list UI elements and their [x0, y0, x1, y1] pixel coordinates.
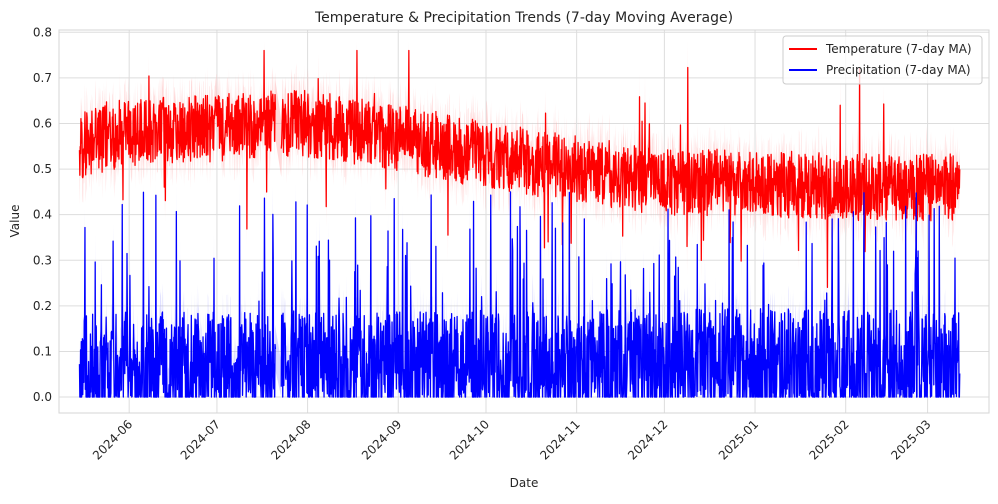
y-tick-label: 0.5 — [33, 162, 52, 176]
y-tick-label: 0.4 — [33, 208, 52, 222]
y-tick-label: 0.7 — [33, 71, 52, 85]
legend-box — [782, 35, 983, 85]
y-tick-label: 0.1 — [33, 344, 52, 358]
data-layer — [78, 41, 961, 398]
y-tick-label: 0.3 — [33, 253, 52, 267]
y-tick-label: 0.8 — [33, 25, 52, 39]
legend: Temperature (7-day MA) Precipitation (7-… — [782, 35, 983, 85]
chart-title: Temperature & Precipitation Trends (7-da… — [314, 10, 733, 26]
y-tick-label: 0.0 — [33, 390, 52, 404]
legend-precipitation-label: Precipitation (7-day MA) — [826, 63, 971, 77]
precipitation-series-line — [78, 191, 961, 398]
y-tick-label: 0.6 — [33, 116, 52, 130]
plot-frame — [58, 29, 990, 414]
y-tick-label: 0.2 — [33, 299, 52, 313]
x-axis-label: Date — [510, 476, 539, 490]
legend-temperature-label: Temperature (7-day MA) — [825, 42, 972, 56]
temperature-series-line — [78, 49, 961, 288]
y-axis-label: Value — [8, 205, 22, 238]
